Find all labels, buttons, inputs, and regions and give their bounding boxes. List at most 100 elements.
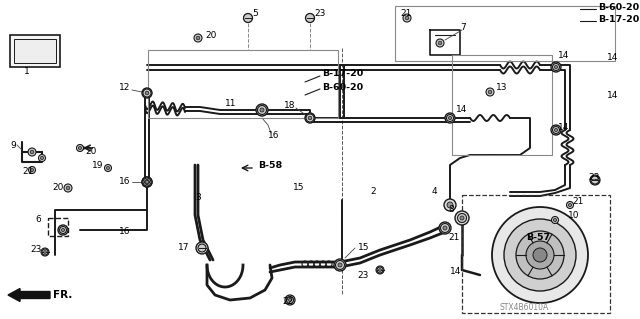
Circle shape <box>458 213 467 222</box>
Text: STX4B6010A: STX4B6010A <box>500 303 549 313</box>
Circle shape <box>145 180 149 184</box>
Circle shape <box>31 168 33 172</box>
Circle shape <box>38 154 45 161</box>
Circle shape <box>552 63 559 70</box>
Circle shape <box>106 167 109 170</box>
Circle shape <box>259 107 265 113</box>
Circle shape <box>377 267 383 273</box>
Circle shape <box>488 90 492 94</box>
Circle shape <box>145 91 150 95</box>
Circle shape <box>40 156 44 160</box>
Circle shape <box>61 227 65 233</box>
Circle shape <box>60 226 67 234</box>
Circle shape <box>145 91 149 95</box>
Text: 14: 14 <box>450 268 461 277</box>
Circle shape <box>554 64 559 70</box>
Text: 4: 4 <box>432 188 438 197</box>
Circle shape <box>516 231 564 279</box>
Circle shape <box>590 175 600 185</box>
Circle shape <box>460 216 464 220</box>
Circle shape <box>552 217 559 224</box>
Text: 16: 16 <box>118 177 130 187</box>
Circle shape <box>438 41 442 45</box>
Circle shape <box>443 226 447 230</box>
Circle shape <box>104 165 111 172</box>
Circle shape <box>244 14 252 22</box>
Text: 2: 2 <box>370 188 376 197</box>
Bar <box>10 35 60 67</box>
Circle shape <box>403 14 411 22</box>
Circle shape <box>145 180 150 184</box>
Text: 10: 10 <box>568 211 579 219</box>
Text: B-58: B-58 <box>258 161 282 170</box>
Text: 14: 14 <box>558 51 570 61</box>
Text: 21: 21 <box>22 167 33 176</box>
Circle shape <box>142 88 152 98</box>
Circle shape <box>552 127 559 133</box>
Circle shape <box>376 266 384 274</box>
Circle shape <box>566 202 573 209</box>
Circle shape <box>554 219 557 222</box>
Circle shape <box>449 116 452 120</box>
Text: 14: 14 <box>607 91 618 100</box>
Circle shape <box>61 228 65 232</box>
Text: 23: 23 <box>30 246 42 255</box>
Text: 8: 8 <box>448 205 454 214</box>
Circle shape <box>305 113 315 123</box>
Circle shape <box>142 177 152 187</box>
Circle shape <box>260 108 264 112</box>
Text: 6: 6 <box>35 216 41 225</box>
Circle shape <box>29 167 35 174</box>
Text: B-17-20: B-17-20 <box>322 70 364 78</box>
Text: B-17-20: B-17-20 <box>598 16 639 25</box>
Circle shape <box>308 116 312 120</box>
Text: 9: 9 <box>10 140 16 150</box>
Circle shape <box>504 219 576 291</box>
Circle shape <box>243 13 253 23</box>
Circle shape <box>444 199 456 211</box>
Circle shape <box>198 244 206 252</box>
Circle shape <box>66 186 70 190</box>
Circle shape <box>458 214 465 221</box>
Circle shape <box>142 177 152 187</box>
Circle shape <box>554 129 557 131</box>
Circle shape <box>551 125 561 135</box>
Text: 21: 21 <box>572 197 584 206</box>
Text: 14: 14 <box>607 54 618 63</box>
Circle shape <box>338 263 342 267</box>
Circle shape <box>306 114 314 122</box>
Text: 23: 23 <box>314 9 325 18</box>
Circle shape <box>305 13 314 23</box>
Circle shape <box>64 184 72 192</box>
Circle shape <box>379 269 381 271</box>
Circle shape <box>447 115 452 121</box>
Bar <box>395 6 615 61</box>
Circle shape <box>194 34 202 42</box>
Text: 3: 3 <box>195 194 201 203</box>
Text: 23: 23 <box>357 271 369 280</box>
Text: 23: 23 <box>588 174 600 182</box>
Circle shape <box>442 225 448 231</box>
Circle shape <box>79 146 81 150</box>
Circle shape <box>257 106 266 115</box>
Text: 15: 15 <box>293 183 305 192</box>
Bar <box>462 195 610 313</box>
Bar <box>14 39 56 63</box>
Text: 14: 14 <box>558 123 570 132</box>
Circle shape <box>256 104 268 116</box>
Circle shape <box>30 150 34 154</box>
Circle shape <box>440 224 449 233</box>
Circle shape <box>533 248 547 262</box>
Circle shape <box>568 204 572 207</box>
Circle shape <box>41 248 49 256</box>
Text: 13: 13 <box>496 84 508 93</box>
Circle shape <box>335 261 344 270</box>
Circle shape <box>447 115 454 122</box>
Circle shape <box>145 180 150 184</box>
Circle shape <box>285 295 295 305</box>
Circle shape <box>287 296 294 303</box>
Circle shape <box>196 36 200 40</box>
Text: 11: 11 <box>225 99 236 108</box>
Circle shape <box>44 251 46 253</box>
Circle shape <box>455 211 469 225</box>
